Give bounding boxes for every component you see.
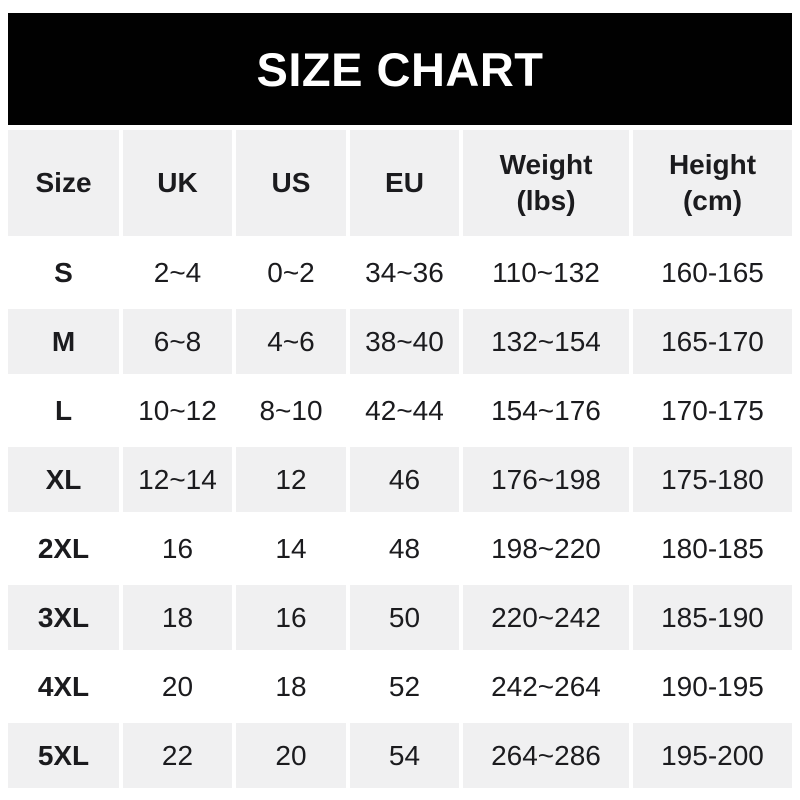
value-cell: 170-175	[633, 378, 792, 443]
value-cell: 20	[123, 654, 232, 719]
value-cell: 38~40	[350, 309, 459, 374]
value-cell: 175-180	[633, 447, 792, 512]
value-cell: 242~264	[463, 654, 629, 719]
value-cell: 176~198	[463, 447, 629, 512]
value-cell: 34~36	[350, 240, 459, 305]
value-cell: 22	[123, 723, 232, 788]
value-cell: 2~4	[123, 240, 232, 305]
size-label-cell: 5XL	[8, 723, 119, 788]
column-header-size: Size	[8, 130, 119, 236]
value-cell: 10~12	[123, 378, 232, 443]
value-cell: 18	[123, 585, 232, 650]
value-cell: 195-200	[633, 723, 792, 788]
column-header-label: Weight	[499, 149, 593, 181]
value-cell: 165-170	[633, 309, 792, 374]
value-cell: 264~286	[463, 723, 629, 788]
value-cell: 52	[350, 654, 459, 719]
value-cell: 20	[236, 723, 346, 788]
column-header-weight: Weight (lbs)	[463, 130, 629, 236]
value-cell: 18	[236, 654, 346, 719]
column-header-label: UK	[157, 167, 198, 199]
page-title: SIZE CHART	[256, 42, 544, 96]
column-header-uk: UK	[123, 130, 232, 236]
column-header-label: US	[271, 167, 311, 199]
value-cell: 12	[236, 447, 346, 512]
size-label-cell: 4XL	[8, 654, 119, 719]
size-label-cell: 3XL	[8, 585, 119, 650]
column-header-label: Size	[35, 167, 92, 199]
value-cell: 110~132	[463, 240, 629, 305]
value-cell: 16	[123, 516, 232, 581]
value-cell: 4~6	[236, 309, 346, 374]
title-banner: SIZE CHART	[8, 13, 792, 125]
column-header-sublabel: (cm)	[682, 185, 743, 216]
value-cell: 54	[350, 723, 459, 788]
size-label-cell: L	[8, 378, 119, 443]
value-cell: 190-195	[633, 654, 792, 719]
value-cell: 42~44	[350, 378, 459, 443]
value-cell: 48	[350, 516, 459, 581]
column-header-label: Height	[668, 149, 757, 181]
size-label-cell: M	[8, 309, 119, 374]
column-header-sublabel: (lbs)	[516, 185, 576, 216]
column-header-height: Height (cm)	[633, 130, 792, 236]
value-cell: 154~176	[463, 378, 629, 443]
column-header-us: US	[236, 130, 346, 236]
value-cell: 12~14	[123, 447, 232, 512]
value-cell: 185-190	[633, 585, 792, 650]
value-cell: 160-165	[633, 240, 792, 305]
size-label-cell: XL	[8, 447, 119, 512]
value-cell: 50	[350, 585, 459, 650]
size-label-cell: 2XL	[8, 516, 119, 581]
column-header-eu: EU	[350, 130, 459, 236]
value-cell: 16	[236, 585, 346, 650]
value-cell: 220~242	[463, 585, 629, 650]
value-cell: 46	[350, 447, 459, 512]
value-cell: 14	[236, 516, 346, 581]
value-cell: 0~2	[236, 240, 346, 305]
value-cell: 8~10	[236, 378, 346, 443]
value-cell: 180-185	[633, 516, 792, 581]
value-cell: 198~220	[463, 516, 629, 581]
size-label-cell: S	[8, 240, 119, 305]
value-cell: 6~8	[123, 309, 232, 374]
size-table: Size UK US EU Weight (lbs) Height (cm) S 2~4 0~2 34…	[8, 130, 792, 788]
column-header-label: EU	[385, 167, 424, 199]
value-cell: 132~154	[463, 309, 629, 374]
